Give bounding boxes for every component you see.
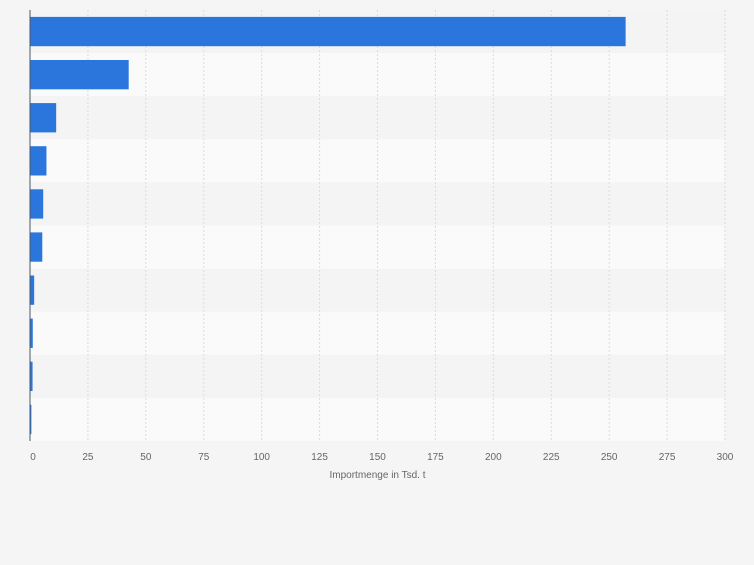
bar[interactable]	[30, 146, 47, 176]
x-axis-title: Importmenge in Tsd. t	[330, 470, 426, 481]
x-tick-label: 25	[82, 452, 94, 463]
bar[interactable]	[30, 59, 129, 90]
x-tick-label: 225	[543, 452, 560, 463]
bar[interactable]	[30, 275, 35, 305]
x-tick-label: 150	[369, 452, 386, 463]
x-tick-label: 275	[659, 452, 676, 463]
x-tick-labels: 0 25 50 75 100 125 150 175 200 225 250 275 300	[30, 452, 734, 463]
x-tick-label: 100	[253, 452, 270, 463]
x-tick-label: 200	[485, 452, 502, 463]
x-tick-label: 50	[140, 452, 152, 463]
x-tick-label: 175	[427, 452, 444, 463]
bar[interactable]	[30, 361, 33, 392]
x-tick-label: 125	[311, 452, 328, 463]
bar[interactable]	[30, 103, 57, 133]
bar[interactable]	[30, 404, 32, 435]
bar[interactable]	[30, 16, 626, 47]
bar[interactable]	[30, 318, 33, 348]
x-tick-label: 0	[30, 452, 36, 463]
bar[interactable]	[30, 189, 44, 219]
bars	[30, 16, 626, 435]
x-tick-label: 75	[198, 452, 210, 463]
x-tick-label: 300	[717, 452, 734, 463]
x-tick-label: 250	[601, 452, 618, 463]
bar[interactable]	[30, 232, 43, 262]
